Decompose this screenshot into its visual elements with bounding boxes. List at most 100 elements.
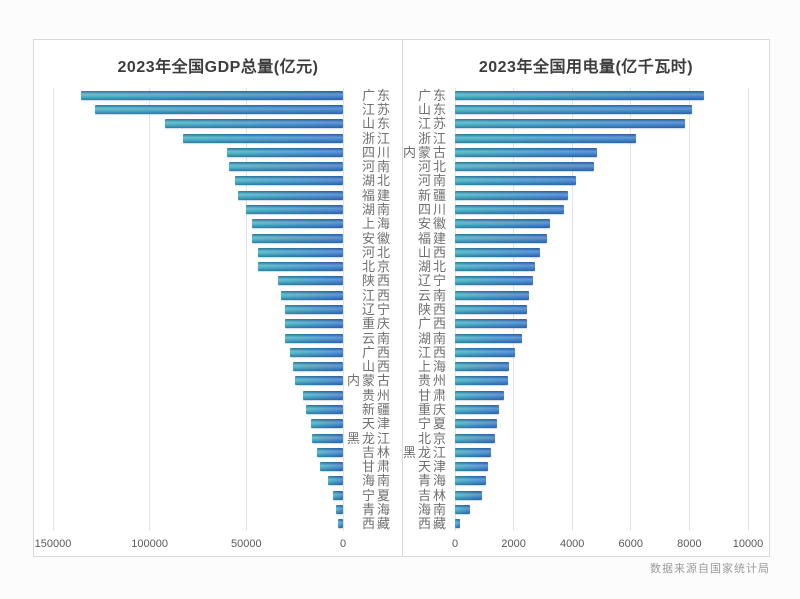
bar-gdp — [235, 176, 343, 186]
bar-electricity — [455, 405, 499, 415]
bar-electricity — [455, 90, 705, 100]
gdp-chart-title: 2023年全国GDP总量(亿元) — [117, 59, 319, 76]
gridline — [245, 88, 247, 531]
x-axis-tick-label: 4000 — [559, 538, 585, 550]
bar-electricity — [455, 476, 487, 486]
category-label: 山西 — [361, 359, 392, 375]
source-note: 数据来源自国家统计局 — [650, 563, 770, 575]
category-label: 天津 — [417, 459, 448, 475]
bar-electricity — [455, 462, 489, 472]
category-label: 广东 — [361, 87, 392, 103]
bar-electricity — [455, 390, 505, 400]
bar-gdp — [316, 447, 343, 457]
gdp-chart-panel: 2023年全国GDP总量(亿元) 150000 100000 50000 0 广东 江苏山… — [33, 39, 403, 557]
category-label: 吉林 — [417, 487, 448, 503]
bar-gdp — [335, 505, 343, 515]
category-label: 青海 — [417, 473, 448, 489]
bar-gdp — [258, 247, 343, 257]
category-label: 浙江 — [361, 130, 392, 146]
bar-gdp — [246, 204, 343, 214]
x-axis-tick-label: 150000 — [34, 538, 72, 550]
category-label: 湖北 — [417, 259, 448, 275]
bar-gdp — [226, 147, 343, 157]
category-label: 重庆 — [361, 316, 392, 332]
bar-electricity — [455, 519, 460, 529]
bar-gdp — [237, 190, 343, 200]
gridline — [149, 88, 151, 531]
bar-gdp — [302, 390, 343, 400]
category-label: 福建 — [417, 230, 448, 246]
gridline — [52, 88, 54, 531]
gdp-plot-area — [52, 88, 344, 531]
bar-electricity — [455, 447, 491, 457]
category-label: 陕西 — [361, 273, 392, 289]
category-label: 天津 — [361, 416, 392, 432]
bar-electricity — [455, 133, 637, 143]
bar-gdp — [306, 405, 343, 415]
category-label: 西藏 — [361, 516, 392, 532]
category-label: 云南 — [417, 287, 448, 303]
bar-electricity — [455, 347, 516, 357]
gridline — [571, 88, 573, 531]
bar-gdp — [252, 233, 343, 243]
category-label: 江苏 — [361, 101, 392, 117]
bar-gdp — [295, 376, 343, 386]
category-label: 广西 — [361, 344, 392, 360]
category-label: 上海 — [417, 359, 448, 375]
category-label: 海南 — [361, 473, 392, 489]
gridline — [630, 88, 632, 531]
category-label: 贵州 — [361, 387, 392, 403]
bar-gdp — [258, 262, 343, 272]
electricity-chart-title: 2023年全国用电量(亿千瓦时) — [478, 59, 694, 76]
bar-gdp — [310, 419, 343, 429]
category-label: 广西 — [417, 316, 448, 332]
bar-electricity — [455, 104, 693, 114]
category-label: 江苏 — [417, 116, 448, 132]
category-label: 甘肃 — [361, 459, 392, 475]
category-label: 广东 — [417, 87, 448, 103]
bar-electricity — [455, 233, 547, 243]
x-axis-tick-label: 2000 — [501, 538, 526, 550]
x-axis-tick-label: 6000 — [618, 538, 644, 550]
category-label: 湖南 — [417, 330, 448, 346]
bar-electricity — [455, 190, 569, 200]
category-label: 江西 — [361, 287, 392, 303]
category-label: 西藏 — [417, 516, 448, 532]
gridline — [747, 88, 749, 531]
bar-electricity — [455, 305, 528, 314]
electricity-chart-panel: 2023年全国用电量(亿千瓦时) 0 2000 4000 6000 8000 10000 广… — [402, 39, 770, 557]
category-label: 湖北 — [361, 173, 392, 189]
electricity-plot-area — [454, 88, 749, 531]
bar-electricity — [455, 333, 523, 343]
category-label: 内蒙古 — [403, 144, 449, 160]
bar-gdp — [277, 276, 343, 286]
bar-gdp — [338, 519, 343, 529]
bar-gdp — [328, 476, 343, 486]
category-label: 河北 — [417, 159, 448, 175]
category-label: 山东 — [417, 101, 448, 117]
x-axis-tick-label: 10000 — [732, 538, 764, 550]
bar-electricity — [455, 290, 530, 300]
bar-electricity — [455, 162, 595, 172]
category-label: 四川 — [417, 201, 448, 217]
category-label: 湖南 — [361, 201, 392, 217]
category-label: 山东 — [361, 116, 392, 132]
category-label: 山西 — [417, 244, 448, 260]
category-label: 甘肃 — [417, 387, 448, 403]
category-label: 吉林 — [361, 444, 392, 460]
bar-gdp — [251, 219, 343, 229]
category-label: 重庆 — [417, 402, 448, 418]
bar-gdp — [312, 433, 343, 443]
category-label: 云南 — [361, 330, 392, 346]
category-label: 黑龙江 — [403, 444, 449, 460]
bar-electricity — [455, 176, 576, 186]
category-label: 内蒙古 — [347, 373, 393, 389]
bar-electricity — [455, 147, 598, 157]
category-label: 江西 — [417, 344, 448, 360]
bar-gdp — [280, 290, 343, 300]
bar-electricity — [455, 219, 550, 229]
bar-gdp — [293, 362, 343, 372]
bar-electricity — [455, 204, 564, 214]
category-label: 辽宁 — [361, 302, 392, 317]
bar-electricity — [455, 362, 510, 372]
